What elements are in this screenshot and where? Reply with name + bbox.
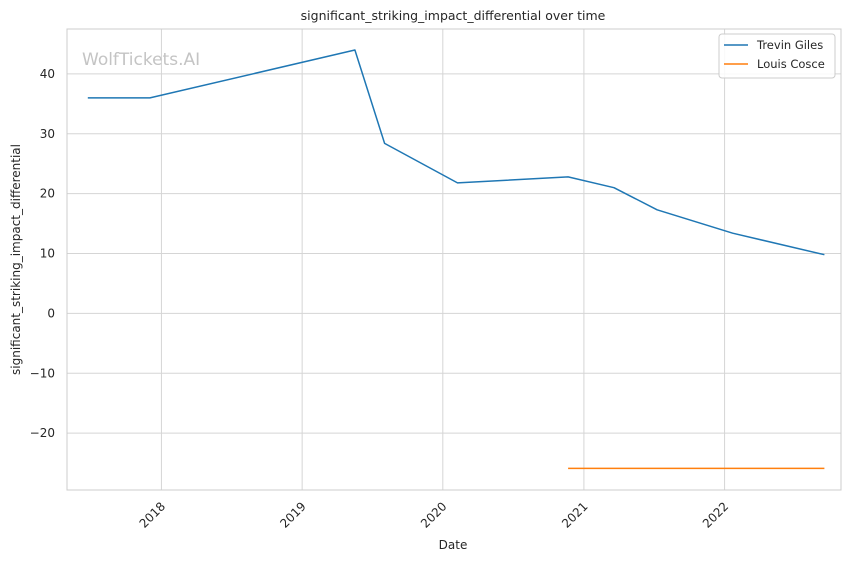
- x-axis-title: Date: [439, 538, 468, 552]
- x-tick-label: 2022: [700, 499, 731, 530]
- y-tick-label: 0: [47, 306, 55, 320]
- series-line-trevin-giles: [87, 49, 825, 256]
- y-tick-label: −10: [30, 366, 55, 380]
- x-tick-label: 2019: [277, 499, 308, 530]
- legend: Trevin Giles Louis Cosce: [718, 33, 836, 79]
- x-tick-label: 2018: [137, 499, 168, 530]
- series-lines: [87, 49, 825, 470]
- y-axis-ticks: −20 −10 0 10 20 30 40: [30, 67, 55, 440]
- y-tick-label: 10: [40, 247, 55, 261]
- y-tick-label: 40: [40, 67, 55, 81]
- y-axis-title: significant_striking_impact_differential: [9, 144, 23, 375]
- chart-title: significant_striking_impact_differential…: [301, 8, 606, 23]
- y-tick-label: −20: [30, 426, 55, 440]
- legend-label-trevin-giles: Trevin Giles: [756, 38, 823, 52]
- x-axis-ticks: 2018 2019 2020 2021 2022: [137, 499, 732, 530]
- grid: [67, 29, 841, 490]
- legend-label-louis-cosce: Louis Cosce: [757, 57, 825, 71]
- x-tick-label: 2021: [559, 499, 590, 530]
- y-tick-label: 30: [40, 127, 55, 141]
- watermark: WolfTickets.AI: [82, 50, 200, 70]
- plot-area: [66, 28, 842, 491]
- x-tick-label: 2020: [418, 499, 449, 530]
- y-tick-label: 20: [40, 187, 55, 201]
